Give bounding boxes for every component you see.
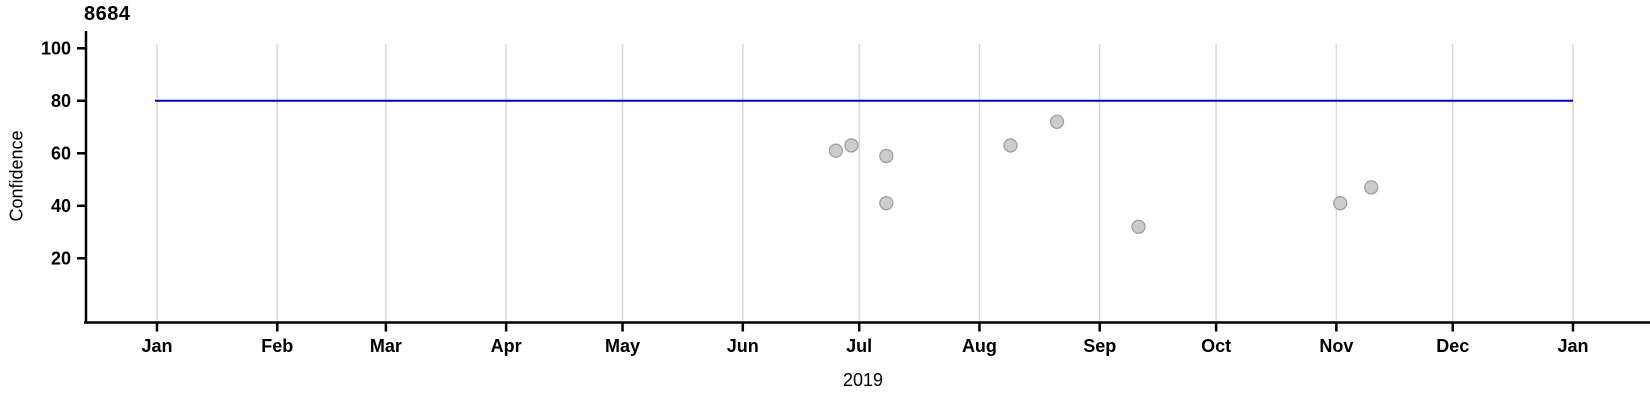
x-tick-label: Feb — [261, 336, 293, 356]
x-tick-label: Aug — [962, 336, 997, 356]
x-tick-label: Mar — [370, 336, 402, 356]
data-point — [879, 148, 894, 164]
data-point — [1049, 114, 1065, 129]
data-point — [844, 138, 859, 153]
data-point — [828, 143, 844, 158]
data-point — [1003, 138, 1018, 153]
y-tick-label: 100 — [41, 38, 71, 58]
x-tick-label: Oct — [1201, 336, 1231, 356]
y-tick-label: 80 — [51, 91, 71, 111]
x-tick-label: Jun — [727, 336, 759, 356]
x-axis-label: 2019 — [842, 370, 884, 390]
y-tick-label: 60 — [51, 143, 71, 163]
data-point — [1131, 219, 1146, 234]
x-tick-label: Apr — [491, 336, 522, 356]
x-tick-label: Dec — [1436, 336, 1469, 356]
x-tick-label: Sep — [1083, 336, 1116, 356]
x-tick-label: Jul — [846, 336, 872, 356]
y-tick-label: 40 — [51, 196, 71, 216]
data-point — [879, 196, 894, 211]
x-tick-label: May — [605, 336, 640, 356]
x-tick-label: Nov — [1319, 336, 1353, 356]
x-tick-label: Jan — [1557, 336, 1588, 356]
data-point — [1333, 196, 1348, 211]
chart-title: 8684 — [84, 3, 131, 25]
x-tick-label: Jan — [141, 336, 172, 356]
y-tick-label: 20 — [51, 248, 71, 268]
data-point — [1364, 180, 1379, 195]
